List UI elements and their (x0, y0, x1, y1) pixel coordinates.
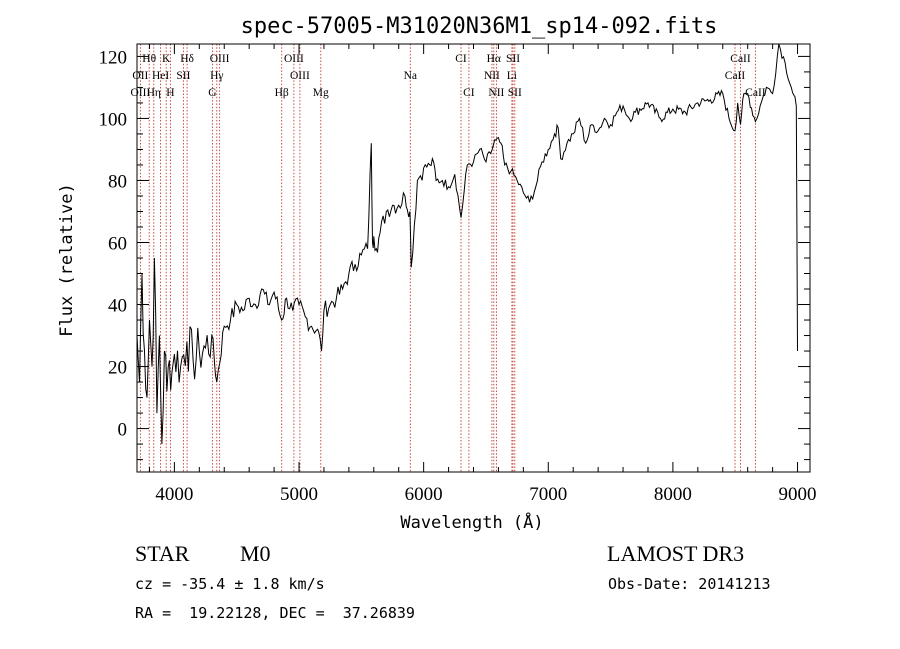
spectral-line-label: SII (506, 53, 520, 65)
object-subclass: M0 (240, 541, 271, 566)
y-tick-label: 60 (108, 233, 127, 254)
spectral-line-label: Hδ (180, 53, 194, 65)
x-tick-label: 5000 (280, 484, 318, 505)
y-tick-label: 80 (108, 171, 127, 192)
y-tick-label: 40 (108, 296, 127, 317)
spectral-line-label: Mg (313, 87, 329, 99)
spectral-line-label: CI (463, 87, 475, 99)
spectral-line-label: CI (455, 53, 467, 65)
x-tick-label: 7000 (529, 484, 567, 505)
line-marker-group (139, 44, 756, 472)
object-class: STAR (135, 541, 190, 566)
spectral-line-label: OIII (290, 70, 310, 82)
survey-name: LAMOST DR3 (607, 541, 745, 566)
spectral-line-label: NII (484, 70, 500, 82)
obs-date: Obs-Date: 20141213 (608, 575, 771, 593)
spectral-line-label: NII (488, 87, 504, 99)
spectral-line-label: Hα (487, 53, 501, 65)
spectral-line-label: K (162, 53, 171, 65)
line-label-group: Hθ K Hδ OIII OIII CI Hα SII CaII OII HeI SII Hγ OIII N… (131, 53, 766, 99)
spectral-line-label: Li (507, 70, 517, 82)
spectral-line-label: CaII (730, 53, 751, 65)
spectral-line-label: Hγ (210, 70, 223, 82)
y-axis-label: Flux (relative) (57, 183, 77, 337)
spectral-line-label: OIII (210, 53, 230, 65)
y-tick-label: 120 (99, 47, 128, 68)
spectral-line-label: CaII (745, 87, 766, 99)
chart-title: spec-57005-M31020N36M1_sp14-092.fits (241, 14, 718, 39)
spectrum-line (136, 43, 798, 445)
spectral-line-label: Hη (147, 87, 161, 99)
spectral-line-label: CaII (725, 70, 746, 82)
spectral-line-label: OIII (284, 53, 304, 65)
x-tick-label: 9000 (779, 484, 817, 505)
spectral-line-label: HeI (152, 70, 169, 82)
x-tick-label: 6000 (405, 484, 443, 505)
spectral-line-label: SII (508, 87, 522, 99)
spectral-line-label: Na (404, 70, 417, 82)
x-axis-label: Wavelength (Å) (400, 511, 543, 533)
x-axis: 4000 5000 6000 7000 8000 9000 (148, 44, 817, 505)
x-tick-label: 4000 (155, 484, 193, 505)
y-axis: 0 20 40 60 80 100 120 (99, 47, 810, 461)
y-tick-label: 100 (99, 109, 128, 130)
spectral-line-label: H (166, 87, 174, 99)
x-tick-label: 8000 (654, 484, 692, 505)
y-tick-label: 20 (108, 358, 127, 379)
spectral-line-label: OII (132, 70, 148, 82)
spectral-line-label: OIII (131, 87, 151, 99)
coordinates: RA = 19.22128, DEC = 37.26839 (135, 604, 415, 622)
spectral-line-label: Hθ (142, 53, 156, 65)
spectral-line-label: G (208, 87, 216, 99)
y-tick-label: 0 (118, 420, 128, 441)
spectral-line-label: Hβ (275, 87, 289, 99)
cz-value: cz = -35.4 ± 1.8 km/s (135, 575, 325, 593)
spectral-line-label: SII (176, 70, 190, 82)
plot-frame (136, 43, 811, 473)
